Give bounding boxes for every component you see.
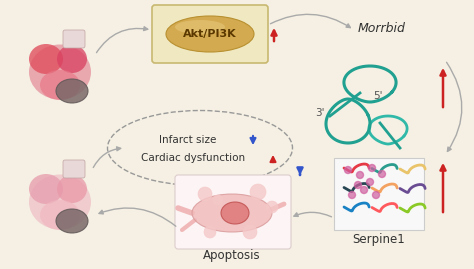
FancyArrowPatch shape (93, 147, 121, 168)
Ellipse shape (29, 44, 63, 74)
FancyBboxPatch shape (334, 158, 424, 230)
Text: Apoptosis: Apoptosis (203, 250, 261, 263)
Ellipse shape (166, 16, 254, 52)
Ellipse shape (56, 209, 88, 233)
Ellipse shape (221, 202, 249, 224)
Circle shape (243, 225, 257, 239)
Circle shape (198, 187, 212, 201)
Circle shape (379, 171, 385, 178)
Circle shape (213, 195, 223, 205)
Text: Infarct size: Infarct size (159, 135, 217, 145)
Circle shape (366, 179, 374, 186)
Ellipse shape (40, 200, 80, 230)
Text: Cardiac dysfunction: Cardiac dysfunction (141, 153, 245, 163)
Circle shape (355, 182, 362, 189)
Text: 3': 3' (315, 108, 325, 118)
Text: 5': 5' (373, 91, 383, 101)
Ellipse shape (56, 79, 88, 103)
Circle shape (345, 167, 352, 174)
Circle shape (373, 192, 380, 199)
Ellipse shape (57, 45, 87, 73)
FancyArrowPatch shape (271, 14, 350, 28)
FancyBboxPatch shape (63, 30, 85, 48)
Ellipse shape (175, 20, 225, 34)
Text: Akt/PI3K: Akt/PI3K (183, 29, 237, 39)
Circle shape (368, 165, 375, 172)
Text: Serpine1: Serpine1 (353, 233, 405, 246)
Circle shape (361, 186, 367, 193)
Text: Morrbid: Morrbid (358, 22, 406, 34)
Circle shape (250, 184, 266, 200)
Ellipse shape (29, 175, 91, 229)
FancyBboxPatch shape (175, 175, 291, 249)
Ellipse shape (29, 44, 91, 100)
Circle shape (266, 201, 278, 213)
Ellipse shape (40, 70, 80, 100)
FancyArrowPatch shape (99, 208, 176, 226)
FancyArrowPatch shape (447, 62, 462, 151)
Ellipse shape (29, 174, 63, 204)
FancyArrowPatch shape (97, 27, 148, 53)
Ellipse shape (192, 194, 272, 232)
Circle shape (356, 172, 364, 179)
Circle shape (204, 226, 216, 238)
Circle shape (348, 192, 356, 199)
FancyBboxPatch shape (63, 160, 85, 178)
FancyBboxPatch shape (152, 5, 268, 63)
FancyArrowPatch shape (294, 212, 331, 217)
Ellipse shape (57, 175, 87, 203)
